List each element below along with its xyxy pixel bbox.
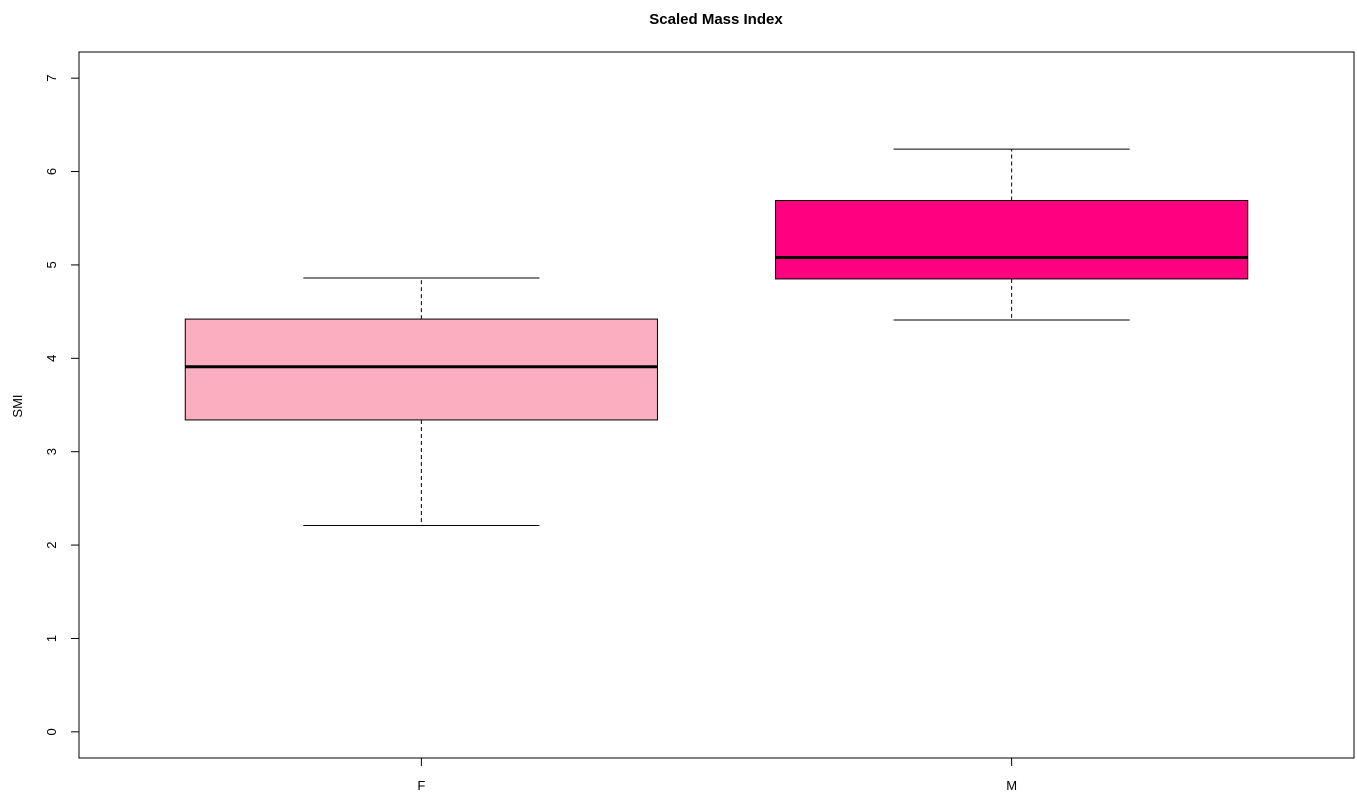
y-axis: 0 1 2 3 4 5 6 7	[44, 75, 79, 735]
box-M	[775, 148, 1249, 321]
y-axis-label: SMI	[10, 394, 25, 417]
plot-frame	[78, 51, 1355, 759]
box-F	[184, 277, 658, 526]
iqr-box	[775, 199, 1249, 280]
y-tick-label: 7	[44, 75, 59, 82]
y-tick-label: 5	[44, 261, 59, 268]
x-tick-label: M	[1006, 778, 1017, 792]
y-tick-label: 3	[44, 448, 59, 455]
box-group	[184, 148, 1249, 526]
y-tick-label: 6	[44, 168, 59, 175]
chart-title: Scaled Mass Index	[649, 11, 783, 28]
y-tick-label: 2	[44, 541, 59, 548]
y-tick-label: 1	[44, 635, 59, 642]
iqr-box	[184, 318, 658, 421]
x-tick-label: F	[417, 778, 425, 792]
y-tick-label: 0	[44, 728, 59, 735]
y-tick-label: 4	[44, 355, 59, 362]
